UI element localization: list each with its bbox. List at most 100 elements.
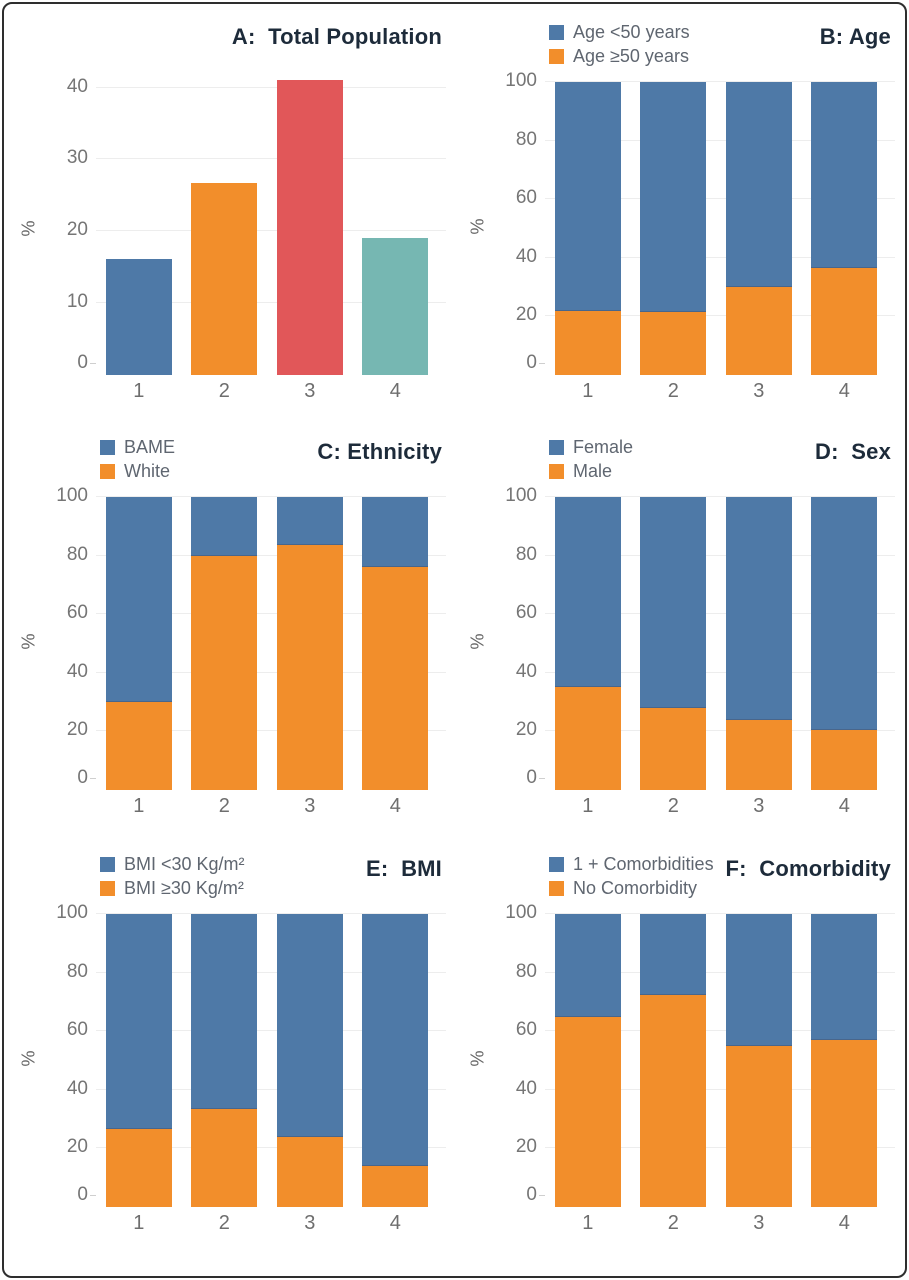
bar [725,497,792,790]
y-tick-label: 80 [66,543,88,565]
bar [105,914,172,1207]
x-axis-labels: 1 2 3 4 [96,1212,438,1235]
panel-title: A: Total Population [231,24,442,49]
legend-item: Age <50 years [549,22,690,43]
x-tick-label: 1 [582,380,594,402]
bar-segment [105,497,172,703]
legend-item: Female [549,437,633,458]
y-tick-label: 100 [505,902,537,923]
bar [276,497,343,790]
y-tick-label: 0 [77,1184,88,1205]
y-axis-label: % [467,218,488,235]
gridline [545,496,895,497]
gridline [545,613,895,615]
x-tick-label: 3 [753,795,765,817]
gridline [545,730,895,732]
bar [276,80,343,375]
y-tick-label: 80 [515,960,537,982]
zero-tick [90,1195,96,1196]
gridline [96,730,446,732]
bar-slot [716,12,802,375]
bars-area [545,12,887,375]
gridline [545,913,895,914]
gridline [96,158,446,160]
gridline [545,1088,895,1090]
x-tick-label: 2 [218,1212,230,1234]
y-tick-label: 100 [56,485,88,506]
y-tick-label: 0 [77,767,88,788]
legend-label: No Comorbidity [573,878,698,898]
y-tick-label: 80 [515,543,537,565]
gridline [96,613,446,615]
bar-segment [276,1136,343,1207]
bar-segment [554,687,621,790]
y-tick-label: 20 [515,1136,537,1158]
panel-title: E: BMI [366,856,442,881]
y-axis-label: % [18,1050,39,1067]
y-tick-label: 20 [515,719,537,741]
x-tick-label: 4 [838,380,850,402]
x-tick-label: 4 [838,1212,850,1234]
legend-item: 1 + Comorbidities [549,854,714,875]
gridline [96,671,446,673]
gridline [96,496,446,497]
zero-tick [90,363,96,364]
y-tick-label: 80 [515,128,537,150]
bar-slot [716,427,802,790]
x-tick-label: 4 [389,380,401,402]
bar-slot [182,844,268,1207]
gridline [545,256,895,258]
x-tick-label: 2 [667,1212,679,1234]
legend-swatch [549,49,564,64]
bar [640,82,707,375]
y-tick-label: 20 [66,219,88,241]
legend-swatch [100,464,115,479]
y-tick-label: 100 [505,70,537,91]
bar-segment [640,497,707,708]
y-tick-label: 0 [526,352,537,373]
x-tick-label: 1 [582,1212,594,1234]
y-tick-label: 80 [66,960,88,982]
x-tick-label: 1 [582,795,594,817]
legend-label: Female [573,437,634,457]
gridline [545,971,895,973]
x-tick-label: 3 [304,1212,316,1234]
y-tick-label: 60 [515,1019,537,1041]
bar [362,497,429,790]
legend: BMI <30 Kg/m² BMI ≥30 Kg/m² [100,854,245,899]
bars-area [545,427,887,790]
gridline [96,971,446,973]
zero-tick [90,778,96,779]
bar [554,497,621,790]
x-tick-label: 2 [667,795,679,817]
bar-segment [640,994,707,1207]
y-axis-label: % [18,633,39,650]
bar-segment [362,567,429,790]
bar-segment [191,555,258,790]
bar-slot [182,427,268,790]
legend-swatch [549,881,564,896]
legend-swatch [549,440,564,455]
panel-title: D: Sex [815,439,891,464]
legend-swatch [549,857,564,872]
gridline [545,315,895,317]
bar [276,914,343,1207]
legend: Female Male [549,437,633,482]
bar-segment [640,312,707,375]
bar-segment [191,914,258,1109]
x-tick-label: 4 [389,1212,401,1234]
bar-segment [640,707,707,790]
legend-item: Male [549,461,633,482]
gridline [96,230,446,232]
bar [362,914,429,1207]
legend-item: No Comorbidity [549,878,714,899]
y-axis-label: % [467,1050,488,1067]
bar-slot [631,844,717,1207]
bar-slot [802,427,888,790]
bar-segment [105,914,172,1130]
bar-segment [105,1129,172,1207]
y-tick-label: 40 [515,245,537,267]
bar-segment [725,1045,792,1207]
bar-segment [554,497,621,688]
